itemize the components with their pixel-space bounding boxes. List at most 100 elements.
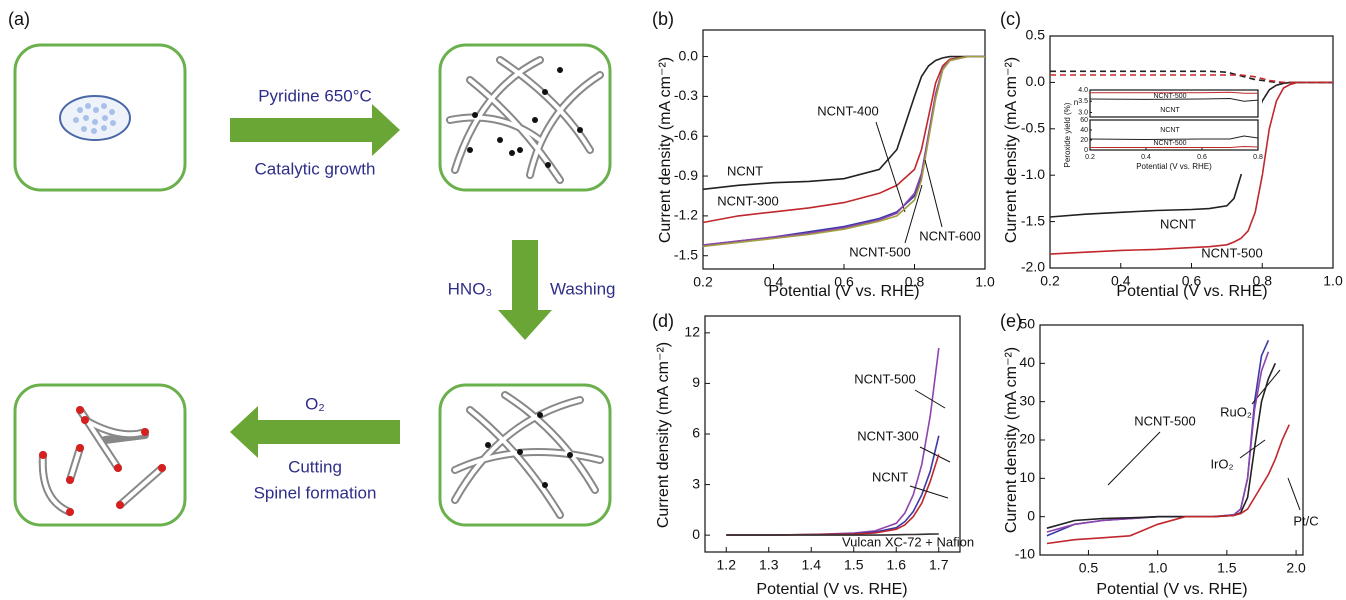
x-axis-label: Potential (V vs. RHE) [768, 283, 919, 300]
y-tick-label: 20 [1080, 137, 1088, 144]
x-tick-label: 1.6 [887, 557, 907, 573]
x-tick-label: 1.0 [975, 274, 995, 290]
x-tick-label: 0.2 [1040, 273, 1060, 289]
arrow [230, 104, 400, 156]
y-tick-label: 4.0 [1078, 87, 1088, 94]
y-tick-label: 3.0 [1078, 109, 1088, 116]
panel-label: (d) [652, 311, 674, 331]
step-label: Pyridine 650°C [258, 86, 372, 105]
page: {"scheme": {"panel": "(a)", "step1": ["P… [0, 0, 1346, 600]
arrow [498, 240, 552, 340]
y-tick-label: 40 [1019, 354, 1035, 370]
mask [634, 270, 642, 310]
y-axis-label: Current density (mA cm⁻²) [1003, 57, 1020, 243]
arrow [230, 406, 400, 458]
y-tick-label: 3.5 [1078, 98, 1088, 105]
y-tick-label: 30 [1019, 392, 1035, 408]
series-label: NCNT-600 [919, 228, 980, 243]
leader-line [915, 390, 945, 408]
leader-line [910, 486, 948, 498]
x-axis-label: Potential (V vs. RHE) [1136, 162, 1212, 171]
x-tick-label: 0.4 [1141, 154, 1151, 161]
y-tick-label: -1.0 [1021, 166, 1045, 182]
y-axis-label: Current density (mA cm⁻²) [657, 57, 674, 243]
series-label: NCNT [1160, 107, 1180, 114]
series-label: NCNT-400 [817, 103, 878, 118]
series-label: IrO₂ [1210, 456, 1233, 471]
data-line [703, 57, 985, 246]
series-label: Pt/C [1293, 513, 1318, 528]
x-tick-label: 0.6 [1197, 154, 1207, 161]
x-tick-label: 2.0 [1286, 560, 1306, 576]
axes-frame [705, 316, 960, 552]
y-tick-label: 60 [1080, 117, 1088, 124]
panel-label: (b) [652, 9, 674, 29]
panel-label: (e) [1000, 311, 1022, 331]
y-tick-label: -1.2 [674, 207, 698, 223]
y-tick-label: 0.5 [1026, 27, 1046, 43]
y-axis-label: Current density (mA cm⁻²) [1003, 347, 1020, 533]
leader-line [1240, 440, 1265, 458]
x-tick-label: 1.3 [759, 557, 779, 573]
step-label: O₂ [305, 394, 325, 413]
y-tick-label: 9 [692, 374, 700, 390]
data-line [1047, 425, 1289, 544]
y-tick-label: -0.3 [674, 87, 698, 103]
leader-line [925, 160, 942, 227]
step-label: Catalytic growth [255, 159, 376, 178]
data-line [1047, 340, 1269, 536]
series-label: NCNT-500 [849, 244, 910, 259]
data-line [726, 454, 939, 535]
series-label: NCNT-300 [857, 428, 918, 443]
x-tick-label: 1.7 [929, 557, 949, 573]
x-axis-label: Potential (V vs. RHE) [1116, 283, 1267, 300]
leader-line [1288, 478, 1300, 510]
y-tick-label: 40 [1080, 127, 1088, 134]
data-line [1050, 75, 1333, 82]
series-label: Vulcan XC-72 + Nafion [842, 534, 974, 549]
y-tick-label: -10 [1015, 546, 1035, 562]
leader-line [1108, 432, 1160, 485]
series-label: NCNT [727, 163, 763, 178]
data-line [1050, 71, 1333, 82]
y-tick-label: 12 [684, 324, 700, 340]
leader-line [876, 122, 905, 212]
y-tick-label: 0 [1084, 147, 1088, 154]
y-tick-label: -0.9 [674, 167, 698, 183]
x-tick-label: 1.2 [717, 557, 737, 573]
y-tick-label: -1.5 [1021, 212, 1045, 228]
y-tick-label: -0.5 [1021, 120, 1045, 136]
y-tick-label: 3 [692, 475, 700, 491]
x-axis-label: Potential (V vs. RHE) [756, 581, 907, 598]
y-tick-label: 0 [1027, 507, 1035, 523]
data-line [703, 57, 985, 247]
y-tick-label: 0.0 [679, 47, 699, 63]
x-tick-label: 1.4 [802, 557, 822, 573]
panel-label: (a) [8, 9, 30, 29]
x-tick-label: 1.0 [1323, 273, 1343, 289]
series-label: RuO₂ [1220, 404, 1252, 419]
y-axis-label: Peroxide yield (%) [1063, 102, 1072, 167]
data-line [1047, 363, 1275, 528]
series-label: NCNT-500 [854, 371, 915, 386]
x-tick-label: 0.2 [693, 274, 713, 290]
y-axis-label: n [1074, 98, 1078, 107]
y-tick-label: 6 [692, 425, 700, 441]
catalyst-particle [60, 96, 130, 140]
series-label: NCNT [872, 469, 908, 484]
series-label: NCNT [1160, 216, 1196, 231]
data-line [703, 57, 985, 246]
y-tick-label: 0.0 [1026, 73, 1046, 89]
series-label: NCNT-500 [1153, 140, 1186, 147]
y-axis-label: Current density (mA cm⁻²) [655, 342, 672, 528]
series-label: NCNT-500 [1201, 245, 1262, 260]
x-tick-label: 1.0 [1148, 560, 1168, 576]
series-label: NCNT-500 [1134, 413, 1195, 428]
y-tick-label: 10 [1019, 469, 1035, 485]
step-label: Washing [550, 279, 616, 298]
step-label: HNO₃ [448, 279, 493, 298]
x-tick-label: 0.2 [1085, 154, 1095, 161]
series-label: NCNT [1160, 127, 1180, 134]
step-label: Cutting [288, 457, 342, 476]
x-tick-label: 1.5 [1217, 560, 1237, 576]
